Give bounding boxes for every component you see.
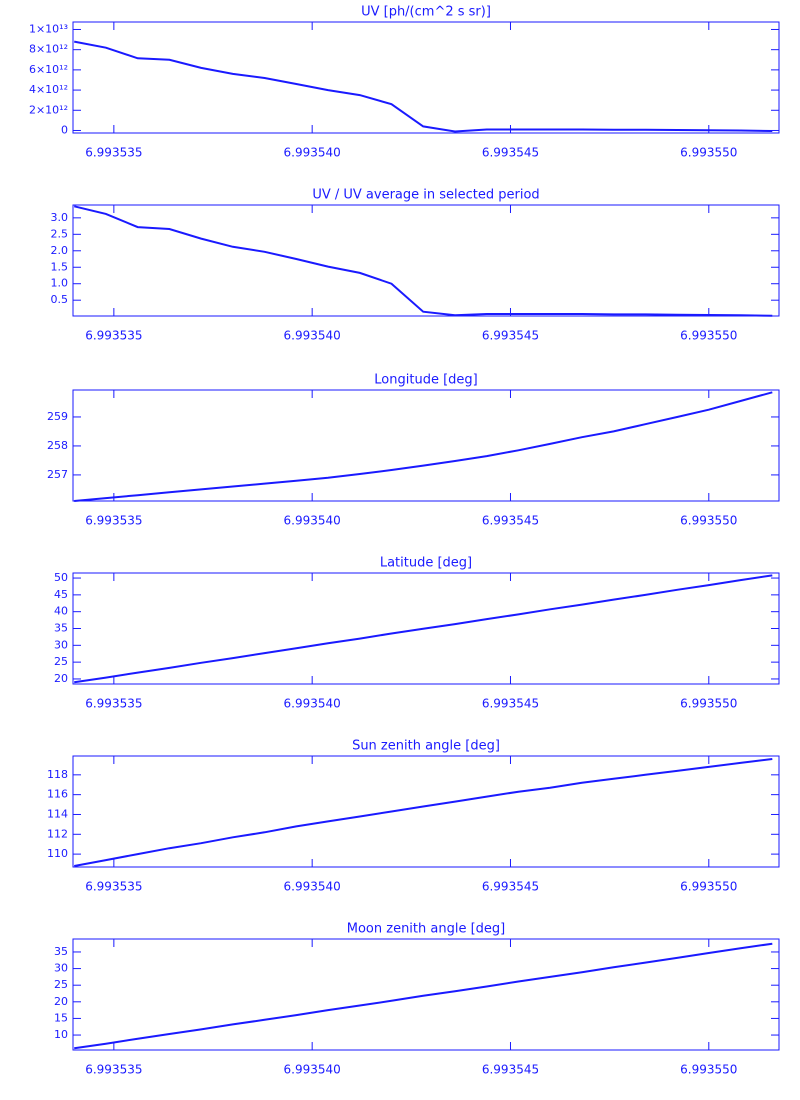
- chart-title: Sun zenith angle [deg]: [352, 739, 500, 754]
- y-tick-label: 45: [54, 588, 68, 601]
- y-tick-label: 1×10¹³: [29, 22, 68, 35]
- y-tick-label: 30: [54, 638, 68, 651]
- data-line: [74, 942, 773, 1050]
- plot-frame: [72, 389, 780, 502]
- x-tick-label: 6.993545: [482, 514, 539, 528]
- x-tick-label: 6.993535: [85, 880, 142, 894]
- y-tick-label: 0.5: [51, 293, 69, 306]
- data-line: [74, 40, 773, 133]
- y-tick-label: 4×10¹²: [29, 83, 68, 96]
- y-tick-label: 2×10¹²: [29, 103, 68, 116]
- y-tick-label: 30: [54, 962, 68, 975]
- y-tick-label: 112: [47, 827, 68, 840]
- data-line: [74, 758, 773, 867]
- y-tick-label: 110: [47, 847, 68, 860]
- y-tick-label: 258: [47, 439, 68, 452]
- y-tick-label: 116: [47, 788, 68, 801]
- y-tick-label: 0: [61, 123, 68, 136]
- data-line: [74, 391, 773, 502]
- x-tick-label: 6.993535: [85, 514, 142, 528]
- y-tick-label: 25: [54, 655, 68, 668]
- x-tick-label: 6.993540: [284, 1063, 341, 1077]
- x-tick-label: 6.993535: [85, 1063, 142, 1077]
- y-tick-label: 2.5: [51, 227, 69, 240]
- y-tick-label: 20: [54, 995, 68, 1008]
- x-tick-label: 6.993550: [680, 329, 737, 343]
- y-tick-label: 35: [54, 622, 68, 635]
- y-tick-label: 25: [54, 978, 68, 991]
- y-tick-label: 15: [54, 1011, 68, 1024]
- chart-title: UV / UV average in selected period: [312, 188, 539, 203]
- y-tick-label: 114: [47, 807, 68, 820]
- y-tick-label: 35: [54, 945, 68, 958]
- x-tick-label: 6.993550: [680, 697, 737, 711]
- x-tick-label: 6.993540: [284, 329, 341, 343]
- x-tick-label: 6.993545: [482, 146, 539, 160]
- y-tick-label: 8×10¹²: [29, 43, 68, 56]
- x-tick-label: 6.993540: [284, 514, 341, 528]
- plot-frame: [72, 21, 780, 134]
- x-tick-label: 6.993550: [680, 880, 737, 894]
- x-tick-label: 6.993550: [680, 1063, 737, 1077]
- chart-title: UV [ph/(cm^2 s sr)]: [361, 5, 491, 20]
- x-tick-label: 6.993535: [85, 146, 142, 160]
- plot-frame: [72, 204, 780, 317]
- y-tick-label: 40: [54, 605, 68, 618]
- x-tick-label: 6.993550: [680, 514, 737, 528]
- y-tick-label: 259: [47, 410, 68, 423]
- x-tick-label: 6.993545: [482, 1063, 539, 1077]
- x-tick-label: 6.993550: [680, 146, 737, 160]
- chart-title: Moon zenith angle [deg]: [347, 922, 505, 937]
- y-tick-label: 6×10¹²: [29, 63, 68, 76]
- y-tick-label: 1.5: [51, 260, 69, 273]
- x-tick-label: 6.993540: [284, 146, 341, 160]
- y-tick-label: 257: [47, 468, 68, 481]
- x-tick-label: 6.993535: [85, 697, 142, 711]
- x-tick-label: 6.993535: [85, 329, 142, 343]
- y-tick-label: 1.0: [51, 277, 69, 290]
- x-tick-label: 6.993540: [284, 697, 341, 711]
- y-tick-label: 2.0: [51, 244, 69, 257]
- y-tick-label: 50: [54, 571, 68, 584]
- chart-title: Latitude [deg]: [380, 556, 472, 571]
- plot-frame: [72, 938, 780, 1051]
- data-line: [74, 574, 773, 684]
- y-tick-label: 118: [47, 768, 68, 781]
- plot-frame: [72, 755, 780, 868]
- x-tick-label: 6.993545: [482, 880, 539, 894]
- x-tick-label: 6.993545: [482, 329, 539, 343]
- y-tick-label: 3.0: [51, 211, 69, 224]
- y-tick-label: 10: [54, 1028, 68, 1041]
- y-tick-label: 20: [54, 672, 68, 685]
- data-line: [73, 205, 773, 317]
- x-tick-label: 6.993540: [284, 880, 341, 894]
- chart-title: Longitude [deg]: [374, 373, 477, 388]
- x-tick-label: 6.993545: [482, 697, 539, 711]
